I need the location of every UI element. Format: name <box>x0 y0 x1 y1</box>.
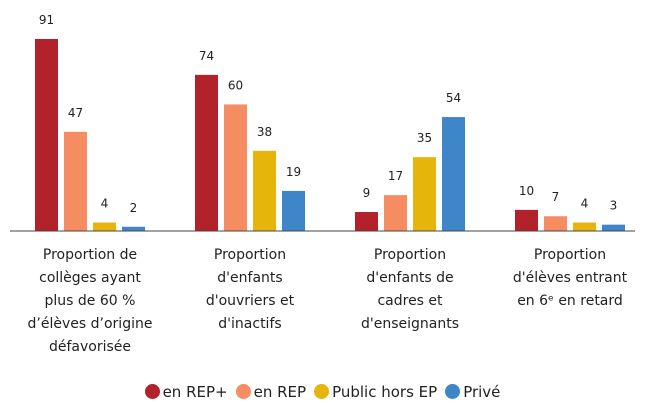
legend-label: en REP+ <box>162 383 228 401</box>
value-label: 10 <box>519 184 534 198</box>
bar <box>282 190 305 231</box>
bar <box>442 117 465 231</box>
value-label: 4 <box>101 197 109 211</box>
value-label: 2 <box>130 201 138 215</box>
legend-label: en REP <box>253 383 307 401</box>
bar <box>253 150 276 231</box>
value-label: 35 <box>417 131 432 145</box>
bar <box>224 104 247 231</box>
value-label: 47 <box>68 106 83 120</box>
value-label: 4 <box>581 197 589 211</box>
value-label: 9 <box>363 186 371 200</box>
value-label: 7 <box>552 190 560 204</box>
legend-swatch <box>235 384 251 399</box>
bar <box>384 195 407 231</box>
legend: en REP+ en REP Public hors EP Privé <box>0 383 645 401</box>
value-label: 3 <box>610 199 618 213</box>
value-label: 17 <box>388 169 403 183</box>
legend-item: Privé <box>445 383 500 401</box>
bar <box>35 39 58 231</box>
value-label: 74 <box>199 49 214 63</box>
bar <box>195 74 218 231</box>
legend-label: Privé <box>463 383 501 401</box>
bar <box>93 222 116 231</box>
value-label: 19 <box>286 165 301 179</box>
bar <box>64 131 87 231</box>
legend-item: en REP+ <box>144 383 228 401</box>
value-label: 38 <box>257 125 272 139</box>
legend-item: Public hors EP <box>314 383 437 401</box>
legend-label: Public hors EP <box>332 383 438 401</box>
bar <box>544 216 567 231</box>
bar <box>573 222 596 231</box>
category-label: Proportion de collèges ayant plus de 60 … <box>27 247 153 355</box>
category-label: Proportion d'enfants d'ouvriers et d'ina… <box>205 247 295 332</box>
bar <box>515 209 538 231</box>
category-label: Proportion d'enfants de cadres et d'ense… <box>360 247 459 332</box>
bar <box>413 157 436 231</box>
value-label: 60 <box>228 78 243 92</box>
bar <box>355 212 378 231</box>
legend-swatch <box>314 384 330 399</box>
bar <box>122 226 145 231</box>
category-label: Proportion d'élèves entrant en 6ᵉ en ret… <box>512 247 628 309</box>
legend-item: en REP <box>235 383 307 401</box>
value-label: 54 <box>446 91 461 105</box>
legend-swatch <box>144 384 160 399</box>
value-label: 91 <box>39 13 54 27</box>
bar <box>602 224 625 231</box>
legend-swatch <box>445 384 461 399</box>
